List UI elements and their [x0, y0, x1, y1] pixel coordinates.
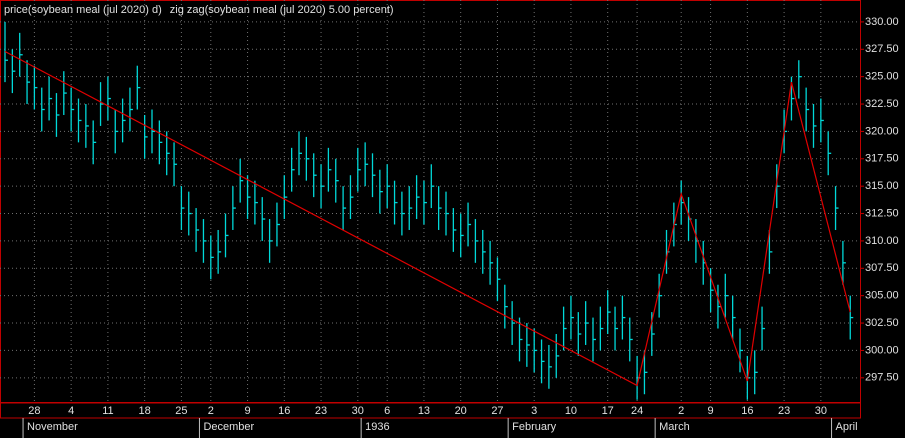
x-tick-label: 9	[708, 405, 714, 417]
x-tick-label: 23	[778, 405, 790, 417]
x-tick-label: 25	[175, 405, 187, 417]
x-tick-label: 17	[602, 405, 614, 417]
y-tick-label: 305.00	[865, 290, 899, 302]
x-tick-label: 6	[384, 405, 390, 417]
y-tick-label: 322.50	[865, 98, 899, 110]
month-label: March	[659, 421, 690, 433]
grid	[0, 0, 864, 438]
x-tick-label: 9	[244, 405, 250, 417]
y-tick-label: 320.00	[865, 125, 899, 137]
x-tick-label: 11	[102, 405, 113, 417]
y-tick-label: 327.50	[865, 43, 899, 55]
x-tick-label: 2	[208, 405, 214, 417]
y-tick-label: 297.50	[865, 372, 899, 384]
marks	[4, 21, 854, 400]
month-label: April	[836, 421, 858, 433]
labels: price(soybean meal (jul 2020) d) zig zag(…	[4, 4, 899, 433]
x-tick-label: 24	[631, 405, 643, 417]
month-label: November	[27, 421, 78, 433]
y-tick-label: 312.50	[865, 207, 899, 219]
x-tick-label: 2	[678, 405, 684, 417]
y-tick-label: 307.50	[865, 262, 899, 274]
y-tick-label: 325.00	[865, 71, 899, 83]
y-tick-label: 317.50	[865, 153, 899, 165]
x-tick-label: 20	[455, 405, 467, 417]
legend-entry: zig zag(soybean meal (jul 2020) 5.00 per…	[170, 4, 394, 16]
x-tick-label: 28	[28, 405, 40, 417]
month-label: 1936	[365, 421, 389, 433]
y-tick-label: 330.00	[865, 16, 899, 28]
x-tick-label: 3	[531, 405, 537, 417]
x-tick-label: 23	[315, 405, 327, 417]
date-row	[0, 402, 861, 419]
zigzag-line	[4, 50, 851, 387]
x-tick-label: 16	[741, 405, 753, 417]
x-tick-label: 18	[139, 405, 151, 417]
x-tick-label: 30	[815, 405, 827, 417]
month-label: December	[203, 421, 254, 433]
y-tick-label: 300.00	[865, 344, 899, 356]
x-tick-label: 27	[491, 405, 503, 417]
plot-frame	[0, 0, 861, 403]
x-tick-label: 10	[565, 405, 577, 417]
y-tick-label: 302.50	[865, 317, 899, 329]
y-tick-label: 315.00	[865, 180, 899, 192]
x-tick-label: 4	[68, 405, 74, 417]
legend-entry: price(soybean meal (jul 2020) d)	[4, 4, 162, 16]
y-tick-label: 310.00	[865, 235, 899, 247]
month-label: February	[512, 421, 557, 433]
x-tick-label: 30	[352, 405, 364, 417]
x-tick-label: 16	[278, 405, 290, 417]
x-tick-label: 13	[418, 405, 430, 417]
